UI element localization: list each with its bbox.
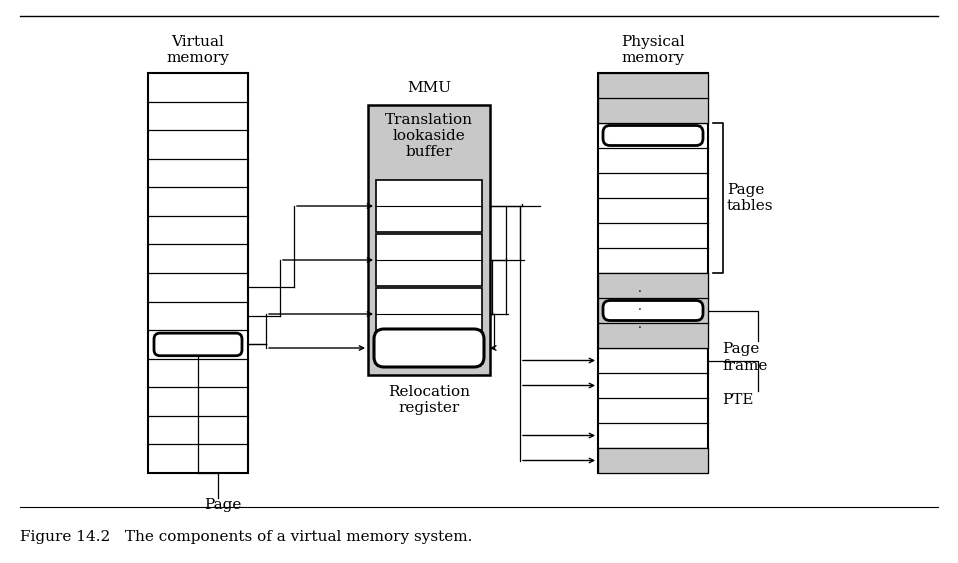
Bar	[376, 180, 482, 232]
Text: Relocation
register: Relocation register	[388, 385, 470, 415]
Bar	[598, 73, 708, 473]
Text: Page
frame: Page frame	[722, 342, 767, 373]
FancyBboxPatch shape	[603, 301, 703, 320]
Bar	[376, 234, 482, 286]
Text: Physical
memory: Physical memory	[621, 35, 685, 65]
Bar	[376, 288, 482, 340]
Text: ·
·
·: · · ·	[638, 286, 642, 335]
Text: Page: Page	[204, 498, 241, 512]
FancyBboxPatch shape	[374, 329, 484, 367]
FancyBboxPatch shape	[154, 333, 242, 356]
Text: MMU: MMU	[407, 81, 451, 95]
Text: Figure 14.2   The components of a virtual memory system.: Figure 14.2 The components of a virtual …	[20, 530, 472, 544]
Text: Translation
lookaside
buffer: Translation lookaside buffer	[385, 113, 473, 159]
Bar	[598, 448, 708, 473]
Bar	[368, 105, 490, 375]
Text: Page
tables: Page tables	[727, 183, 773, 213]
Bar	[148, 73, 248, 473]
Text: Virtual
memory: Virtual memory	[167, 35, 229, 65]
FancyBboxPatch shape	[603, 126, 703, 145]
Bar	[598, 273, 708, 348]
Bar	[598, 73, 708, 123]
Text: PTE: PTE	[722, 392, 754, 406]
